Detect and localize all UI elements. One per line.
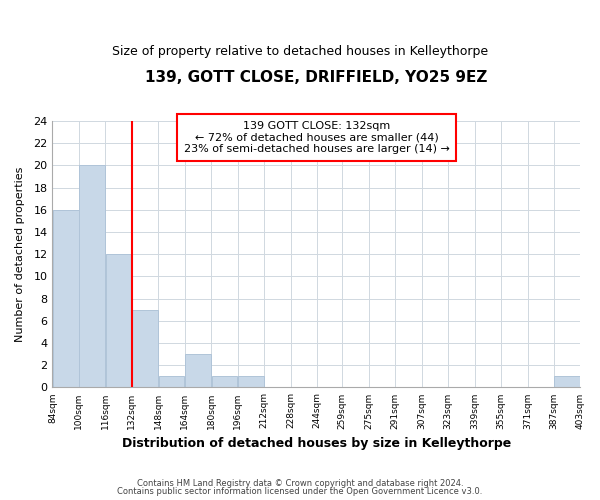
Text: 139 GOTT CLOSE: 132sqm
← 72% of detached houses are smaller (44)
23% of semi-det: 139 GOTT CLOSE: 132sqm ← 72% of detached… [184, 121, 449, 154]
Bar [238, 376, 264, 388]
Bar [554, 376, 580, 388]
Y-axis label: Number of detached properties: Number of detached properties [15, 166, 25, 342]
X-axis label: Distribution of detached houses by size in Kelleythorpe: Distribution of detached houses by size … [122, 437, 511, 450]
Bar [212, 376, 238, 388]
Bar [159, 376, 184, 388]
Text: Contains HM Land Registry data © Crown copyright and database right 2024.: Contains HM Land Registry data © Crown c… [137, 478, 463, 488]
Text: Contains public sector information licensed under the Open Government Licence v3: Contains public sector information licen… [118, 487, 482, 496]
Bar [106, 254, 131, 388]
Bar [53, 210, 79, 388]
Bar [133, 310, 158, 388]
Title: 139, GOTT CLOSE, DRIFFIELD, YO25 9EZ: 139, GOTT CLOSE, DRIFFIELD, YO25 9EZ [145, 70, 488, 85]
Bar [79, 166, 105, 388]
Text: Size of property relative to detached houses in Kelleythorpe: Size of property relative to detached ho… [112, 45, 488, 58]
Bar [185, 354, 211, 388]
